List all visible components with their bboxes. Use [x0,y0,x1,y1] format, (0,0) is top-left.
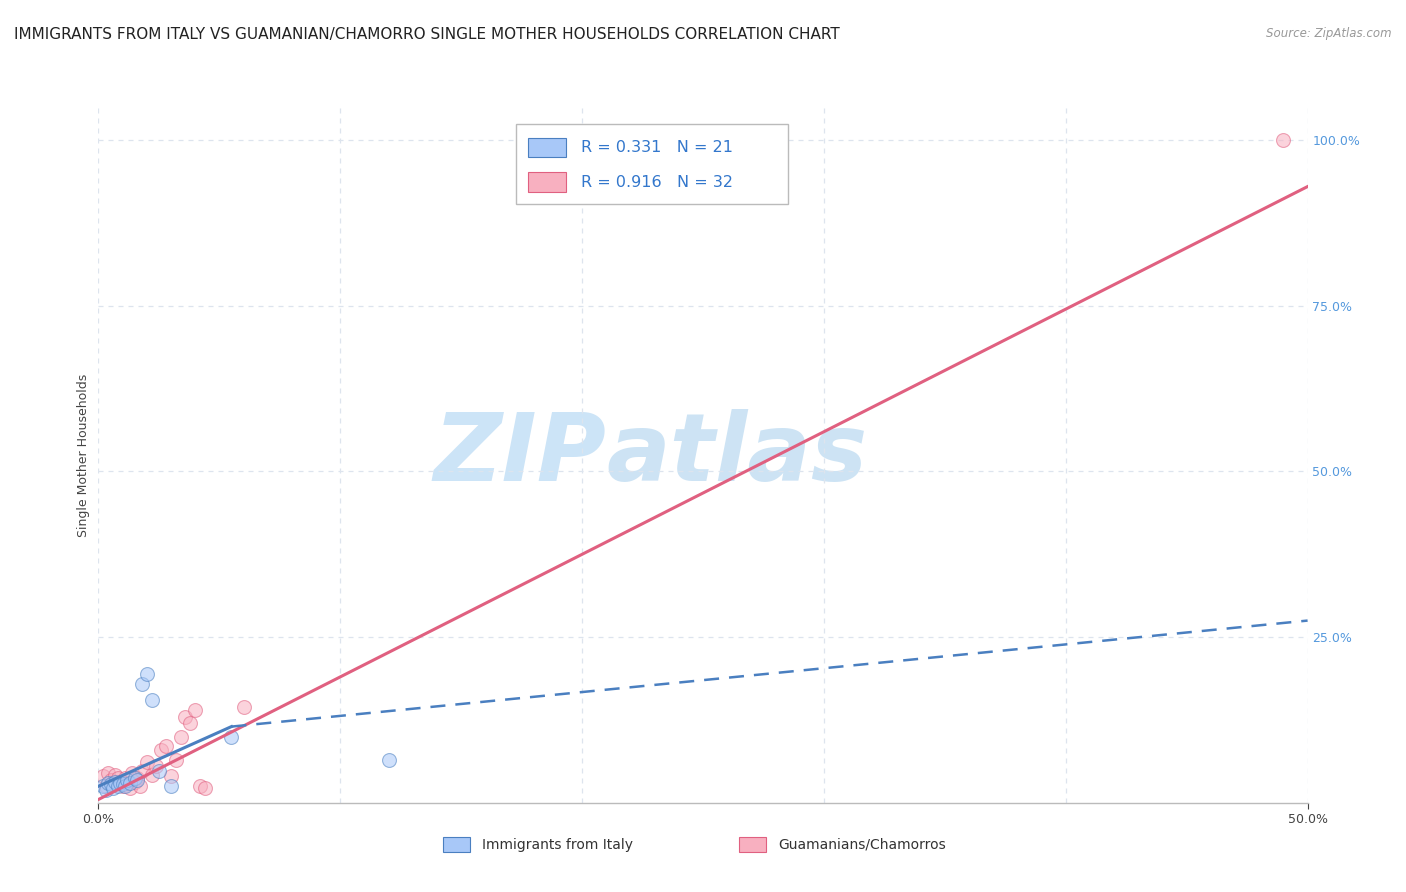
Text: R = 0.331   N = 21: R = 0.331 N = 21 [581,140,733,155]
Point [117,772,139,787]
FancyBboxPatch shape [443,837,470,852]
Point [111,777,134,791]
Point [101,781,124,796]
Point [169,730,191,744]
Point [104,774,127,789]
Point [377,753,399,767]
Point [108,776,131,790]
Point [174,709,197,723]
Point [107,779,129,793]
Point [128,779,150,793]
Point [101,777,124,791]
Point [100,777,122,791]
Point [97,766,120,780]
Point [108,774,131,789]
Text: atlas: atlas [606,409,868,501]
Text: Source: ZipAtlas.com: Source: ZipAtlas.com [1267,27,1392,40]
Point [124,774,146,789]
Point [111,779,134,793]
Point [121,766,143,780]
Point [117,776,139,790]
Point [114,771,136,785]
Point [221,730,243,744]
Point [160,779,183,793]
Point [165,753,187,767]
FancyBboxPatch shape [516,124,787,204]
Point [118,781,141,796]
FancyBboxPatch shape [527,137,567,157]
Point [135,755,157,769]
Text: Immigrants from Italy: Immigrants from Italy [482,838,633,852]
Point [141,768,163,782]
Point [127,772,149,787]
Point [160,769,183,783]
Y-axis label: Single Mother Households: Single Mother Households [77,373,90,537]
Point [91,769,114,783]
Point [188,779,211,793]
Text: R = 0.916   N = 32: R = 0.916 N = 32 [581,175,733,190]
Point [127,771,149,785]
Point [141,693,163,707]
Point [124,771,146,785]
Point [155,739,177,754]
Point [179,716,201,731]
Point [97,776,120,790]
Point [150,743,173,757]
FancyBboxPatch shape [740,837,766,852]
Point [184,703,207,717]
Text: Guamanians/Chamorros: Guamanians/Chamorros [778,838,946,852]
Point [91,779,114,793]
Text: IMMIGRANTS FROM ITALY VS GUAMANIAN/CHAMORRO SINGLE MOTHER HOUSEHOLDS CORRELATION: IMMIGRANTS FROM ITALY VS GUAMANIAN/CHAMO… [14,27,839,42]
FancyBboxPatch shape [527,172,567,192]
Point [232,699,254,714]
Point [145,759,167,773]
Point [100,772,122,787]
Point [194,781,217,796]
Point [114,779,136,793]
Point [131,764,153,778]
Point [94,782,117,797]
Point [148,764,170,778]
Point [131,676,153,690]
Point [135,666,157,681]
Text: ZIP: ZIP [433,409,606,501]
Point [104,768,127,782]
Point [118,776,141,790]
Point [1272,133,1295,147]
Point [107,771,129,785]
Point [94,779,117,793]
